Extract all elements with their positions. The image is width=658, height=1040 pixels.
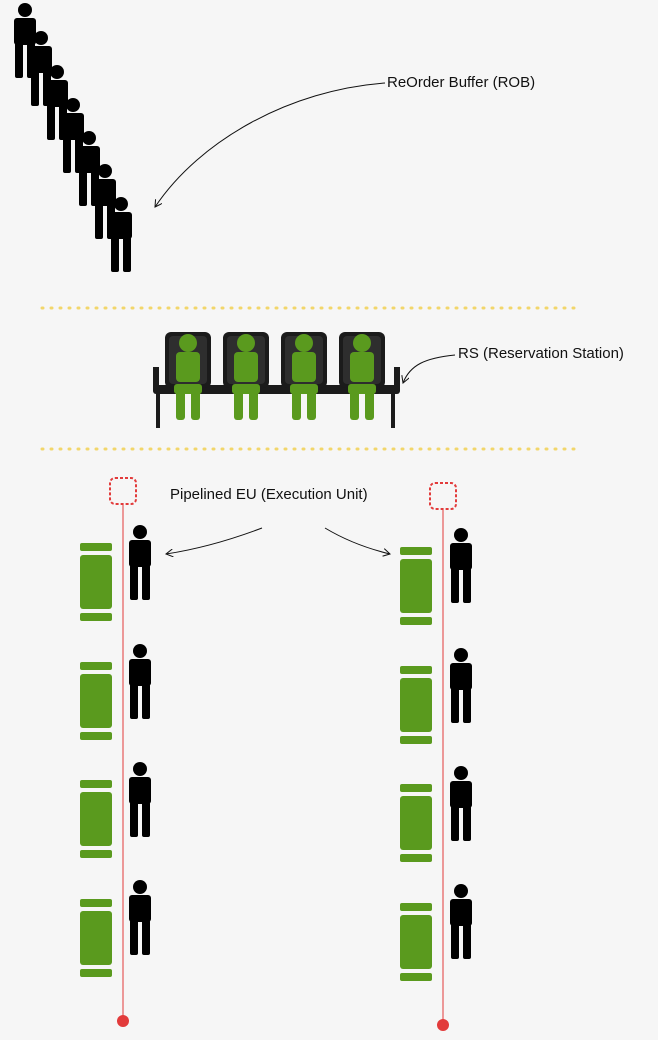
standing-person-icon [129, 525, 151, 600]
pipeline-start-marker [429, 482, 457, 510]
rs-arrow [403, 354, 456, 383]
standing-person-icon [450, 528, 472, 603]
standing-person-icon [129, 762, 151, 837]
pipeline-stage-icon [80, 662, 112, 740]
standing-person-icon [450, 884, 472, 959]
pipeline-stage-icon [80, 543, 112, 621]
standing-person-icon [450, 766, 472, 841]
seated-person-icon [281, 332, 327, 420]
standing-person-icon [129, 644, 151, 719]
pipeline-stage-icon [80, 780, 112, 858]
pipeline-stage-icon [400, 784, 432, 862]
rob-label: ReOrder Buffer (ROB) [387, 74, 536, 91]
eu-arrow-left [166, 527, 263, 554]
standing-person-icon [129, 880, 151, 955]
rob-queue [14, 3, 132, 272]
pipeline-stage-icon [400, 666, 432, 744]
pipeline-end-dot [437, 1019, 449, 1031]
seated-person-icon [165, 332, 211, 420]
pipeline-stage-icon [80, 899, 112, 977]
rob-arrow [155, 82, 386, 207]
standing-person-icon [450, 648, 472, 723]
pipeline-stage-icon [400, 903, 432, 981]
rs-label: RS (Reservation Station) [458, 345, 624, 362]
pipeline-start-marker [109, 477, 137, 505]
chair-icon [153, 385, 400, 394]
pipeline-left [80, 477, 151, 1027]
pipeline-right [400, 482, 472, 1031]
eu-arrow-right [324, 527, 390, 554]
seated-person-icon [339, 332, 385, 420]
eu-label: Pipelined EU (Execution Unit) [170, 486, 368, 503]
pipeline-end-dot [117, 1015, 129, 1027]
seated-person-icon [223, 332, 269, 420]
pipeline-stage-icon [400, 547, 432, 625]
reservation-station-bench [153, 332, 400, 428]
